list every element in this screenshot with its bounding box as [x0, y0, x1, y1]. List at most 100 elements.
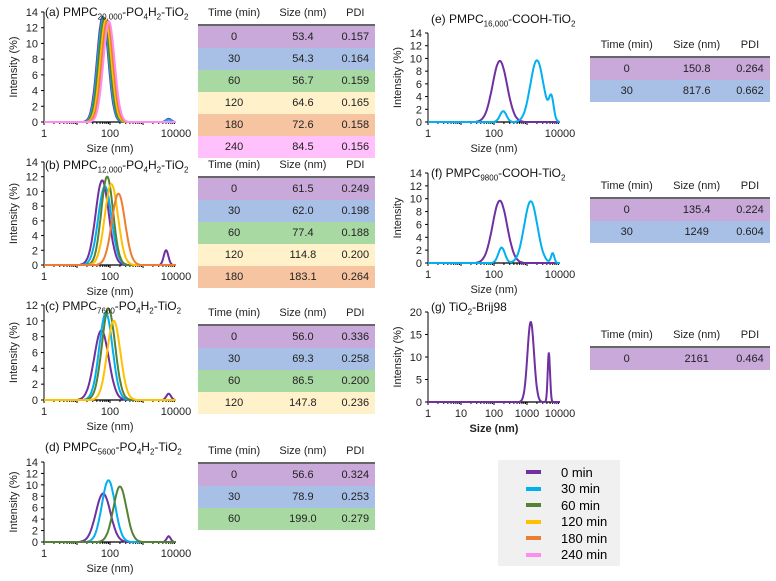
table-row: 0 61.5 0.249 [198, 177, 375, 200]
table-row: 0 56.6 0.324 [198, 463, 375, 486]
table-cell: 0 [623, 63, 630, 75]
table-row: 0 135.4 0.224 [590, 198, 770, 221]
table-cell: 0.158 [341, 119, 370, 131]
table-cell: 1249 [684, 226, 709, 238]
legend-item: 240 min [526, 547, 620, 564]
x-axis-label: Size (nm) [470, 284, 517, 296]
table-cell: 30 [227, 353, 241, 365]
series-line-30min [428, 59, 561, 123]
y-tick-label: 6 [416, 79, 422, 91]
column-header: Time (min) [198, 440, 271, 464]
chart-title-part: H [140, 299, 150, 313]
chart-title-part: -PO [114, 299, 137, 313]
table-row: 240 84.5 0.156 [198, 136, 375, 158]
table-cell: 120 [224, 97, 244, 109]
y-tick-label: 0 [416, 117, 422, 129]
chart-title: (a) PMPC20,000-PO4H2-TiO2 [45, 5, 188, 21]
legend-item: 180 min [526, 530, 620, 547]
y-tick-label: 5 [416, 375, 422, 387]
x-axis-label: Size (nm) [470, 423, 519, 435]
x-tick-label: 1 [425, 269, 431, 281]
table-cell: 2161 [684, 353, 709, 365]
table-cell: 60 [227, 227, 241, 239]
chart-title-part: 4 [143, 12, 148, 22]
chart-title-part: H [147, 5, 157, 19]
table-row: 120 114.8 0.200 [198, 244, 375, 266]
chart-title-part: (c) PMPC [45, 299, 97, 313]
x-tick-label: 10000 [545, 408, 576, 420]
y-tick-label: 6 [32, 216, 38, 228]
table-cell: 84.5 [292, 141, 314, 153]
table-row: 180 183.1 0.264 [198, 266, 375, 288]
x-tick-label: 1 [425, 128, 431, 140]
chart-title-part: 2 [571, 19, 576, 29]
chart-title: (e) PMPC16,000-COOH-TiO2 [431, 12, 575, 28]
table-cell: 53.4 [292, 31, 314, 43]
table-cell: 56.7 [292, 75, 314, 87]
chart-title-part: (g) TiO [431, 300, 468, 314]
table-cell: 0.604 [736, 226, 764, 238]
table-cell: 0 [623, 353, 630, 365]
table-header: Time (min) Size (nm) PDI [590, 175, 770, 199]
y-tick-label: 20 [410, 307, 422, 319]
chart-title-part: 2 [149, 447, 155, 457]
chart-title-part: H [141, 440, 150, 454]
legend-label: 240 min [561, 547, 608, 563]
table-row: 120 64.6 0.165 [198, 92, 375, 114]
table-cell: 120 [224, 397, 244, 409]
series-line-60min [44, 485, 176, 543]
column-header: Size (nm) [663, 175, 730, 199]
y-tick-label: 4 [32, 363, 38, 375]
legend-swatch [526, 552, 541, 557]
y-tick-label: 2 [416, 104, 422, 116]
x-tick-label: 100 [101, 271, 119, 283]
column-header: Time (min) [590, 175, 664, 199]
table-row: 60 56.7 0.159 [198, 70, 375, 92]
chart-title-part: (e) PMPC [431, 12, 484, 26]
x-tick-label: 1 [41, 271, 47, 283]
y-tick-label: 8 [32, 54, 38, 66]
y-tick-label: 12 [26, 300, 38, 312]
chart-title-part: 20,000 [97, 12, 123, 22]
y-tick-label: 8 [416, 207, 422, 219]
table-cell: 56.6 [292, 469, 314, 481]
column-header: Time (min) [198, 302, 271, 326]
y-tick-label: 4 [32, 231, 38, 243]
chart-title-part: 2 [561, 173, 566, 183]
y-axis-label: Intensity (%) [392, 326, 404, 387]
series-line-0min [44, 492, 176, 543]
y-tick-label: 6 [32, 70, 38, 82]
table-row: 60 199.0 0.279 [198, 508, 375, 530]
results-table: Time (min) Size (nm) PDI 0 135.4 0.224 30 1249 0… [590, 175, 770, 243]
chart-title: (b) PMPC12,000-PO4H2-TiO2 [45, 158, 188, 174]
x-tick-label: 100 [485, 128, 503, 140]
column-header: Time (min) [198, 154, 271, 178]
chart-title-part: (f) PMPC [431, 166, 481, 180]
legend-item: 120 min [526, 514, 620, 531]
table-cell: 135.4 [682, 204, 711, 216]
x-tick-label: 10000 [161, 128, 192, 140]
chart-title-part: (d) PMPC [45, 440, 98, 454]
column-header: Size (nm) [270, 2, 336, 26]
chart-title-part: 4 [136, 306, 141, 316]
table-cell: 199.0 [289, 513, 317, 525]
chart-title-part: H [147, 158, 157, 172]
series-line-30min [44, 311, 176, 401]
x-axis-label: Size (nm) [86, 563, 133, 575]
table-cell: 0.224 [736, 204, 764, 216]
table-cell: 0.264 [341, 271, 370, 283]
table-cell: 30 [227, 53, 241, 65]
table-cell: 0.662 [736, 85, 764, 97]
table-row: 30 1249 0.604 [590, 221, 770, 243]
legend-swatch [526, 536, 541, 541]
x-tick-label: 10000 [161, 406, 192, 418]
y-tick-label: 2 [32, 526, 38, 538]
table-cell: 0.253 [341, 491, 370, 503]
chart-title-part: 4 [136, 447, 142, 457]
x-tick-label: 100 [485, 408, 503, 420]
table-row: 30 69.3 0.258 [198, 348, 375, 370]
legend-swatch [526, 503, 541, 508]
y-tick-label: 4 [32, 86, 38, 98]
